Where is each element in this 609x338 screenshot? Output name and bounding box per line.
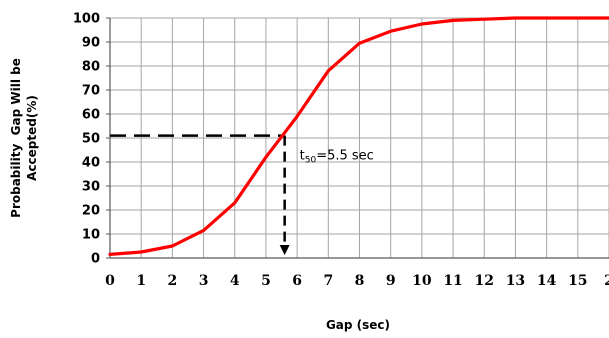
x-tick-label: 12	[475, 273, 494, 289]
x-tick-label: 0	[105, 273, 115, 289]
t50-annotation: t50=5.5 sec	[300, 149, 374, 166]
x-tick-label: 6	[292, 273, 302, 289]
x-tick-label: 1	[136, 273, 146, 289]
y-tick-label: 60	[82, 108, 100, 123]
t50-guide-lines	[110, 134, 290, 255]
series-lines	[108, 16, 609, 256]
y-tick-label: 80	[82, 60, 100, 75]
series-line	[108, 16, 609, 256]
y-tick-label: 50	[82, 132, 100, 147]
x-tick-label: 2	[168, 273, 178, 289]
x-tick-label: 4	[230, 273, 240, 289]
y-tick-label: 40	[82, 156, 100, 171]
t50-label: t50=5.5 sec	[300, 149, 374, 166]
y-tick-label: 20	[82, 204, 100, 219]
y-axis-title: Probability Gap Will be Accepted(%)	[9, 58, 39, 218]
x-tick-label: 5	[261, 273, 271, 289]
x-tick-label: 15	[568, 273, 587, 289]
x-axis-tick-labels: 01234567891011121314152	[105, 273, 609, 289]
y-axis-tick-labels: 0 10 20 30 40 50 60 70 80 90 100	[73, 12, 100, 267]
x-tick-label: 11	[443, 273, 462, 289]
x-axis-title: Gap (sec)	[326, 318, 390, 332]
y-tick-label: 30	[82, 180, 100, 195]
y-tick-label: 70	[82, 84, 100, 99]
y-axis-title-line: Accepted(%)	[25, 95, 39, 181]
y-tick-label: 90	[82, 36, 100, 51]
gridlines	[109, 17, 609, 259]
y-tick-label: 10	[82, 228, 100, 243]
y-tick-label: 0	[91, 252, 100, 267]
x-tick-label: 9	[386, 273, 396, 289]
y-axis-title-line: Probability Gap Will be	[9, 58, 23, 218]
x-tick-label: 8	[355, 273, 365, 289]
x-tick-label: 3	[199, 273, 209, 289]
x-tick-label: 7	[323, 273, 333, 289]
x-tick-label: 2	[604, 273, 609, 289]
plot-area-border	[106, 17, 609, 259]
x-tick-label: 14	[537, 273, 557, 289]
x-tick-label: 13	[506, 273, 525, 289]
y-tick-label: 100	[73, 12, 100, 27]
x-tick-label: 10	[412, 273, 432, 289]
